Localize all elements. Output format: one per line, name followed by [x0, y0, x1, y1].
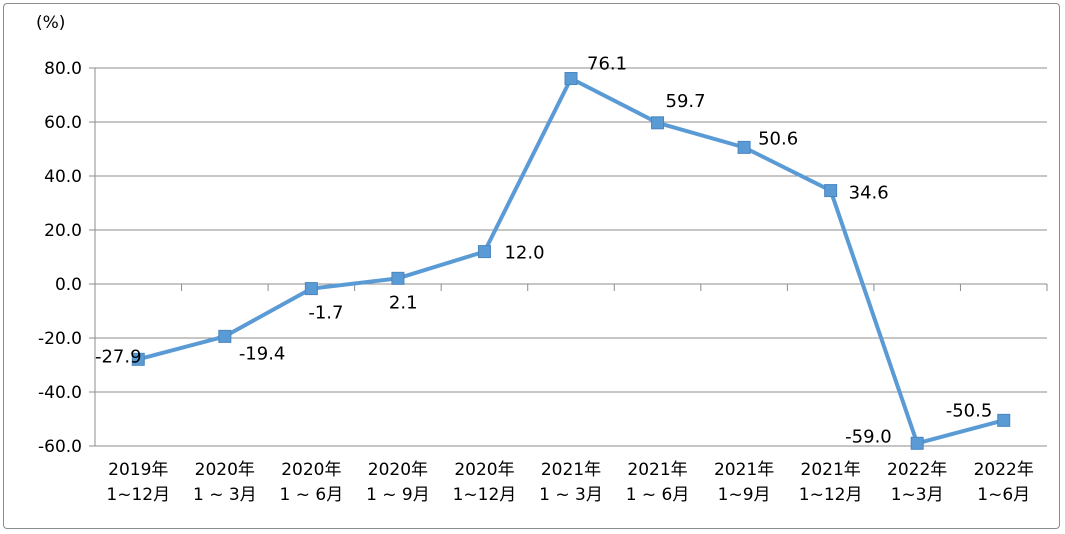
y-tick-label: -20.0 — [38, 329, 82, 349]
data-point-marker — [218, 329, 232, 343]
data-point-marker — [910, 436, 924, 450]
data-point-marker — [737, 140, 751, 154]
y-tick-label: 40.0 — [44, 167, 82, 187]
y-tick-label: 80.0 — [44, 59, 82, 79]
data-label: -50.5 — [946, 400, 993, 421]
data-point-marker — [824, 184, 838, 198]
y-unit-label: (%) — [36, 13, 65, 33]
x-tick-labels: 2019年 1~12月 2020年 1 ~ 3月 2020年 1 ~ 6月 2020年 1 ~… — [106, 460, 1033, 505]
data-labels: -27.9 -19.4 -1.7 2.1 12.0 76.1 59.7 50.6 34.6 -59… — [95, 54, 992, 448]
data-label: -19.4 — [239, 343, 286, 364]
data-point-marker — [564, 72, 578, 86]
data-label: 59.7 — [666, 91, 706, 112]
x-tick-label: 2020年 1 ~ 9月 — [366, 460, 430, 505]
data-label: 76.1 — [587, 54, 627, 75]
series-line — [137, 76, 1005, 446]
x-tick-label: 2021年 1~12月 — [799, 460, 863, 505]
y-tick-label: 60.0 — [44, 113, 82, 133]
x-tick-label: 2020年 1 ~ 3月 — [193, 460, 257, 505]
data-label: 34.6 — [849, 183, 889, 204]
y-tick-labels: 80.0 60.0 40.0 20.0 0.0 -20.0 -40.0 -60.0 — [38, 59, 82, 457]
data-label: 12.0 — [504, 243, 544, 264]
y-tick-label: -60.0 — [38, 437, 82, 457]
chart-frame — [3, 3, 1060, 529]
y-tick-label: -40.0 — [38, 383, 82, 403]
data-point-marker — [131, 352, 145, 366]
data-point-marker — [477, 245, 491, 259]
y-tick-label: 20.0 — [44, 221, 82, 241]
data-point-marker — [997, 413, 1011, 427]
axes — [89, 67, 1048, 447]
y-tick-label: 0.0 — [55, 275, 82, 295]
data-point-marker — [391, 271, 405, 285]
data-label: -59.0 — [845, 426, 892, 447]
x-tick-label: 2022年 1~6月 — [974, 460, 1034, 505]
data-label: 50.6 — [758, 128, 798, 149]
x-tick-label: 2019年 1~12月 — [106, 460, 170, 505]
x-tick-label: 2020年 1 ~ 6月 — [280, 460, 344, 505]
x-tick-label: 2021年 1~9月 — [714, 460, 774, 505]
series-line-path — [137, 76, 1005, 446]
data-point-marker — [304, 282, 318, 296]
x-tick-label: 2022年 1~3月 — [887, 460, 947, 505]
x-tick-label: 2021年 1 ~ 6月 — [626, 460, 690, 505]
data-label: -1.7 — [308, 303, 343, 324]
series-markers — [131, 72, 1011, 450]
x-tick-label: 2021年 1 ~ 3月 — [539, 460, 603, 505]
data-point-marker — [651, 116, 665, 130]
x-tick-label: 2020年 1~12月 — [453, 460, 517, 505]
gridlines — [95, 67, 1047, 447]
data-label: 2.1 — [389, 292, 418, 313]
data-label: -27.9 — [95, 346, 142, 367]
